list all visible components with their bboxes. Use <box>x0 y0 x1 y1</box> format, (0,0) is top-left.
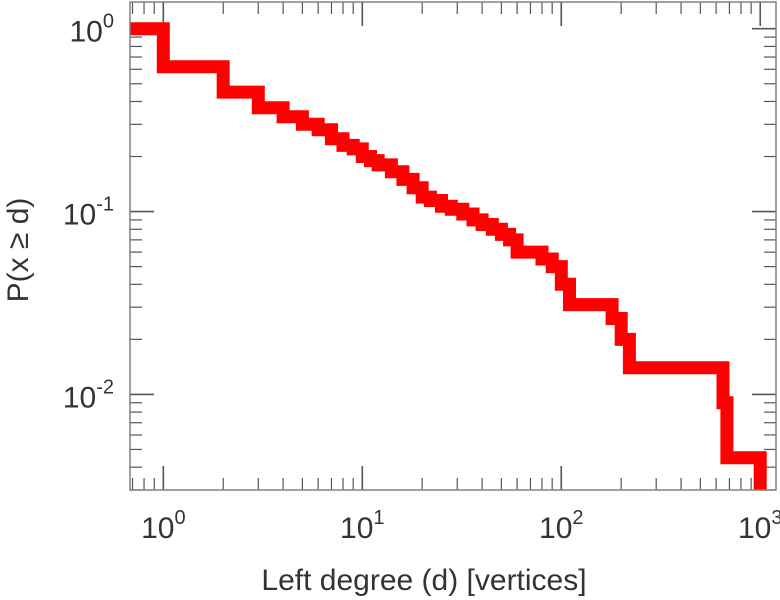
series-line <box>130 22 767 490</box>
x-axis-title: Left degree (d) [vertices] <box>261 564 586 597</box>
y-tick-label-1: 10-1 <box>63 194 114 232</box>
y-tick-labels: 100 10-1 10-2 <box>63 11 114 415</box>
x-tick-label-0: 100 <box>141 507 186 545</box>
x-tick-labels: 100 101 102 103 <box>141 507 780 545</box>
y-axis-title: P(x ≥ d) <box>2 198 35 303</box>
y-tick-label-2: 10-2 <box>63 376 114 414</box>
x-tick-label-3: 103 <box>738 507 780 545</box>
x-tick-label-2: 102 <box>539 507 584 545</box>
plot-frame <box>129 1 777 491</box>
x-tick-label-1: 101 <box>340 507 385 545</box>
y-tick-label-0: 100 <box>70 11 115 49</box>
